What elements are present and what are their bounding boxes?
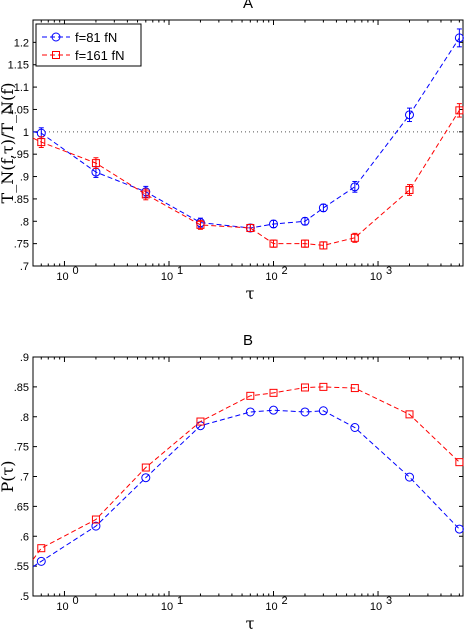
data-point	[246, 223, 255, 232]
y-tick-label: 1.05	[8, 104, 29, 116]
x-tick-label: 10	[56, 601, 68, 613]
data-point	[141, 473, 151, 483]
series-1	[32, 405, 464, 568]
y-tick-label: 1.2	[14, 37, 29, 49]
y-tick-label: .8	[20, 216, 29, 228]
data-point	[141, 463, 150, 472]
x-tick-label: 10	[370, 601, 382, 613]
panel-a-y-axis-label: T_N(f,τ)/T_N(f)	[0, 83, 17, 204]
data-point	[196, 417, 205, 426]
data-point	[350, 182, 360, 192]
data-point	[300, 407, 310, 417]
data-point	[269, 388, 278, 397]
data-point	[91, 515, 100, 524]
x-tick-exponent: 1	[177, 265, 183, 277]
y-tick-label: .9	[20, 352, 29, 364]
y-tick-label: .5	[20, 591, 29, 603]
data-point	[91, 521, 101, 531]
data-point	[300, 383, 309, 392]
y-tick-label: .85	[14, 194, 29, 206]
panel-a-title: A	[243, 0, 253, 12]
x-tick-label: 10	[161, 601, 173, 613]
panel-b-title: B	[243, 332, 253, 349]
data-point	[246, 391, 255, 400]
x-tick-label: 10	[265, 271, 277, 283]
data-point	[269, 239, 278, 248]
data-point	[37, 138, 46, 147]
data-point	[245, 407, 255, 417]
y-tick-label: 1.1	[14, 82, 29, 94]
data-point	[269, 405, 279, 415]
x-tick-label: 10	[265, 601, 277, 613]
data-point	[318, 203, 328, 213]
x-tick-exponent: 0	[72, 595, 78, 607]
data-point	[37, 544, 46, 553]
y-tick-label: .7	[20, 472, 29, 484]
data-point	[141, 190, 150, 199]
series-line	[32, 386, 460, 560]
data-point	[455, 106, 464, 115]
x-tick-label: 10	[161, 271, 173, 283]
data-point	[405, 410, 414, 419]
data-point	[36, 556, 46, 566]
data-point	[350, 423, 360, 433]
x-tick-exponent: 3	[386, 595, 392, 607]
y-tick-label: .75	[14, 442, 29, 454]
data-point	[300, 239, 309, 248]
y-tick-label: 1.15	[8, 60, 29, 72]
y-tick-label: .95	[14, 149, 29, 161]
data-point	[404, 472, 414, 482]
legend: f=81 fN f=161 fN	[35, 23, 142, 67]
data-point	[454, 524, 464, 534]
series-2	[32, 103, 464, 250]
legend-label: f=161 fN	[75, 48, 125, 63]
legend-marker	[52, 51, 60, 59]
data-point	[318, 406, 328, 416]
series-line	[32, 110, 460, 246]
x-tick-exponent: 2	[282, 595, 288, 607]
x-tick-exponent: 0	[72, 265, 78, 277]
data-point	[350, 384, 359, 393]
y-tick-label: 1	[23, 127, 29, 139]
data-point	[350, 233, 359, 242]
y-tick-label: .75	[14, 239, 29, 251]
y-tick-label: .55	[14, 561, 29, 573]
data-point	[300, 216, 310, 226]
data-point	[91, 159, 100, 168]
y-tick-label: .65	[14, 501, 29, 513]
data-point	[269, 219, 279, 229]
legend-label: f=81 fN	[75, 30, 117, 45]
data-point	[404, 110, 414, 120]
legend-marker	[51, 32, 61, 42]
data-point	[196, 220, 205, 229]
y-tick-label: .6	[20, 531, 29, 543]
x-tick-exponent: 3	[386, 265, 392, 277]
x-tick-label: 10	[56, 271, 68, 283]
y-tick-label: .8	[20, 412, 29, 424]
panel-b-y-axis-label: P(τ)	[0, 460, 17, 492]
x-tick-exponent: 1	[177, 595, 183, 607]
data-point	[454, 33, 464, 43]
data-point	[319, 241, 328, 250]
panel-a-axes-box	[32, 19, 464, 267]
x-tick-exponent: 2	[282, 265, 288, 277]
panel-a: A .7 .75 .8 .85 .9 .95 1 1.05 1.1 1.15 1.2 10 0 10 1 10 2…	[0, 0, 464, 303]
x-tick-label: 10	[370, 271, 382, 283]
data-point	[405, 185, 414, 194]
data-point	[319, 382, 328, 391]
data-point	[455, 458, 464, 467]
y-tick-label: .85	[14, 382, 29, 394]
series-line	[32, 409, 460, 568]
y-tick-label: .7	[20, 261, 29, 273]
series-line	[32, 37, 460, 229]
y-tick-label: .9	[20, 172, 29, 184]
panel-b: B .5 .55 .6 .65 .7 .75 .8 .85 .9 10 0 10 1 10 2 10 3 τ P(τ)	[0, 332, 464, 633]
series-2	[32, 382, 464, 560]
panel-b-x-axis-label: τ	[246, 614, 255, 633]
panel-a-x-axis-label: τ	[246, 284, 255, 303]
